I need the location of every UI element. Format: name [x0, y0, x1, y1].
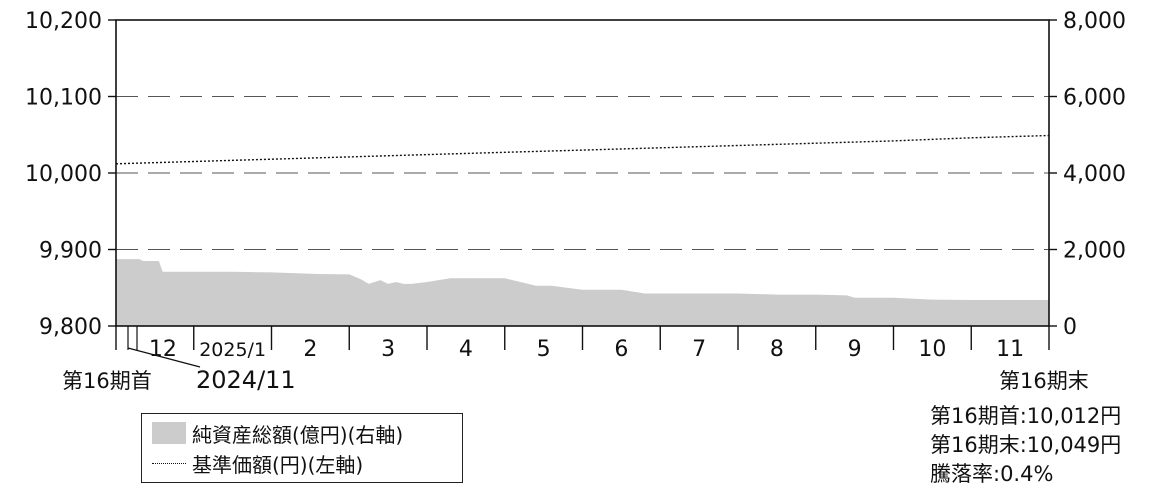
left-tick-label: 10,000	[25, 162, 102, 187]
right-tick-label: 6,000	[1063, 86, 1126, 111]
left-tick-label: 9,800	[39, 315, 102, 340]
legend-item-nav: 基準価額(円)(左軸)	[152, 448, 363, 478]
month-label: 10	[918, 337, 946, 362]
x-axis: 12 2025/1 2 3 4 5 6 7 8 9 10 11	[115, 326, 1050, 362]
month-label: 9	[848, 337, 862, 362]
performance-summary: 第16期首:10,012円 第16期末:10,049円 騰落率:0.4%	[930, 402, 1121, 489]
fund-chart: 10,200 10,100 10,000 9,900 9,800 8,000 6,000 4…	[25, 9, 1126, 394]
legend-dotted-swatch	[152, 462, 186, 464]
grid-lines	[116, 95, 1049, 251]
month-label: 8	[770, 337, 784, 362]
month-label: 2	[303, 337, 317, 362]
right-axis: 8,000 6,000 4,000 2,000 0	[1049, 9, 1126, 340]
right-tick-label: 8,000	[1063, 9, 1126, 34]
left-tick-label: 9,900	[39, 239, 102, 264]
month-label: 12	[149, 337, 177, 362]
period-start-date: 2024/11	[196, 366, 296, 394]
period-end-label: 第16期末	[999, 369, 1089, 393]
month-label: 11	[996, 337, 1024, 362]
start-callout-line	[127, 347, 201, 368]
month-label: 4	[459, 337, 473, 362]
summary-start: 第16期首:10,012円	[930, 404, 1122, 428]
legend: 純資産総額(億円)(右軸) 基準価額(円)(左軸)	[141, 413, 463, 483]
month-label: 2025/1	[199, 339, 266, 361]
left-tick-label: 10,200	[25, 9, 102, 34]
right-tick-label: 0	[1063, 315, 1077, 340]
summary-end: 第16期末:10,049円	[930, 433, 1122, 457]
month-label: 7	[692, 337, 706, 362]
month-label: 5	[537, 337, 551, 362]
nav-line	[115, 134, 1050, 165]
period-start-label: 第16期首	[62, 369, 152, 393]
left-axis: 10,200 10,100 10,000 9,900 9,800	[25, 9, 116, 340]
legend-label: 基準価額(円)(左軸)	[192, 452, 364, 477]
legend-item-net-assets: 純資産総額(億円)(右軸)	[152, 418, 403, 448]
net-assets-area	[116, 259, 1049, 326]
month-label: 3	[381, 337, 395, 362]
right-tick-label: 2,000	[1063, 239, 1126, 264]
month-label: 6	[614, 337, 628, 362]
right-tick-label: 4,000	[1063, 162, 1126, 187]
legend-label: 純資産総額(億円)(右軸)	[192, 422, 404, 447]
legend-area-swatch	[152, 422, 186, 444]
summary-change: 騰落率:0.4%	[930, 462, 1054, 486]
left-tick-label: 10,100	[25, 86, 102, 111]
